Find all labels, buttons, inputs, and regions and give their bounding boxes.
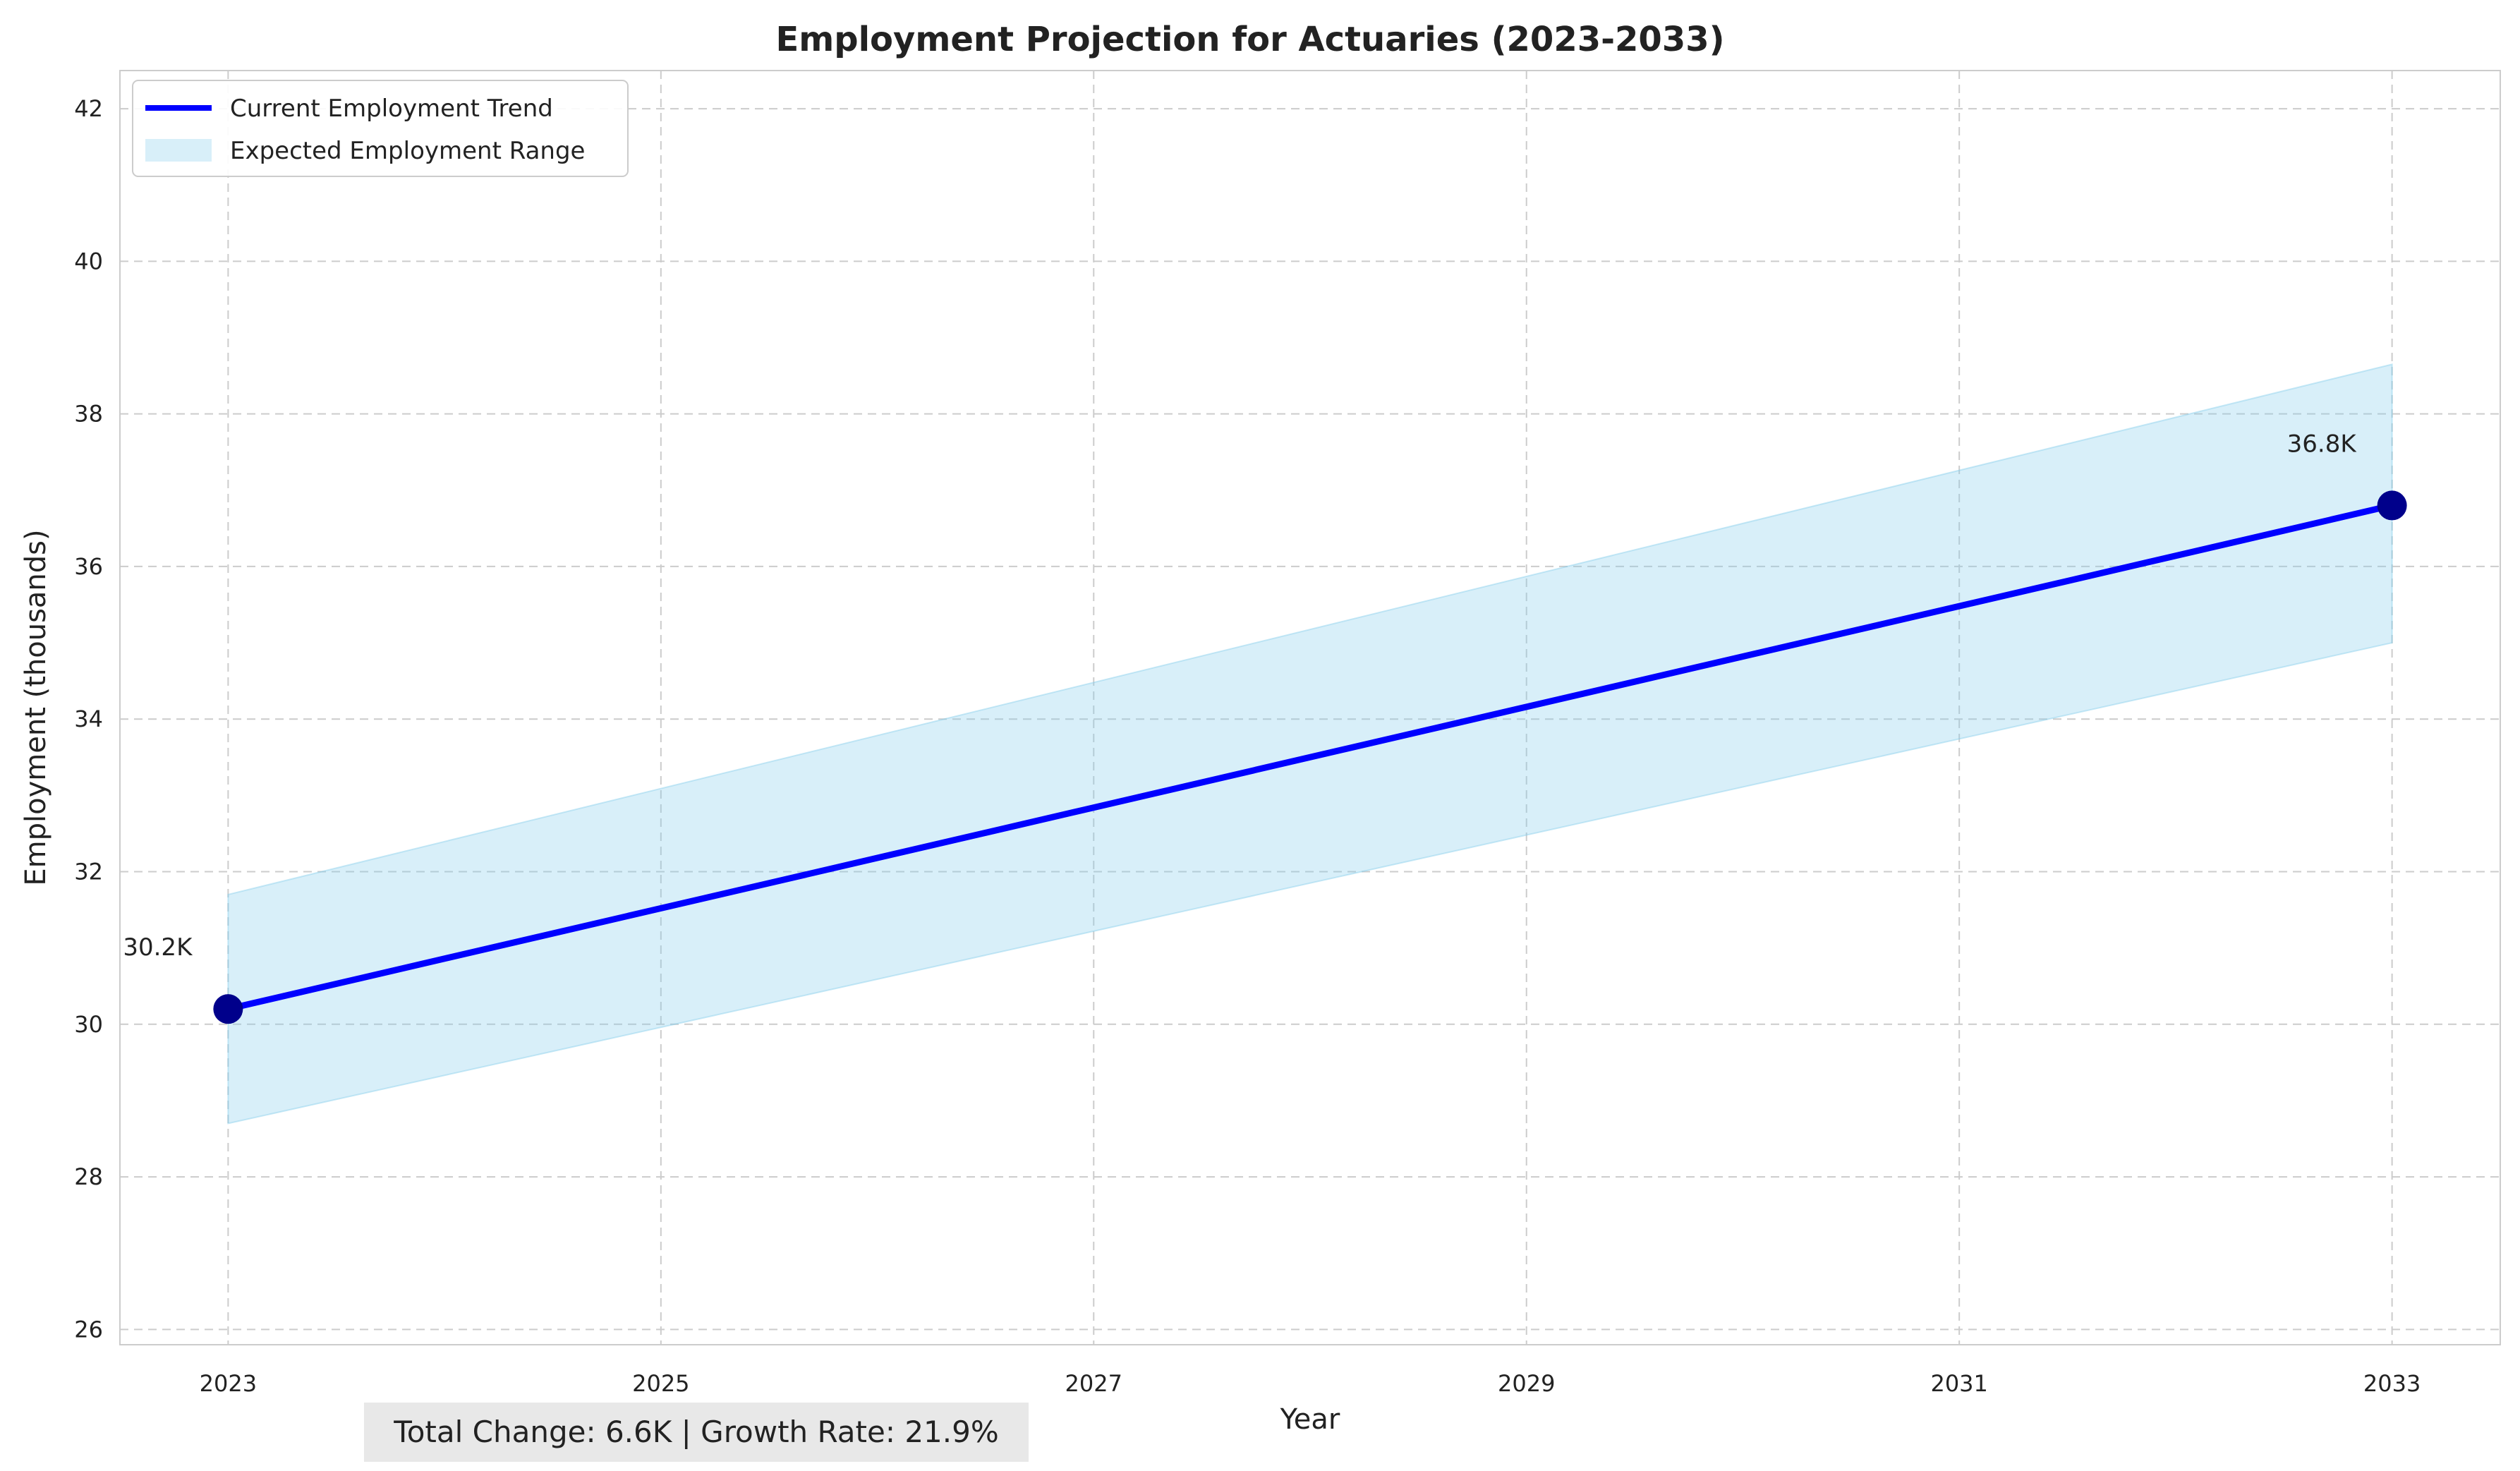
y-tick-label-40: 40 [74,248,103,274]
legend: Current Employment Trend Expected Employ… [132,80,629,177]
marker-2033 [2377,490,2407,521]
y-tick-label-38: 38 [74,401,103,428]
legend-entry-range: Expected Employment Range [230,137,585,165]
current-trend-line [224,502,2396,1012]
x-tick-label-2027: 2027 [1065,1370,1122,1397]
trend-line-layer [224,502,2396,1012]
x-axis-label: Year [1280,1403,1340,1436]
y-tick-label-30: 30 [74,1011,103,1038]
y-tick-label-42: 42 [74,95,103,122]
y-axis-label: Employment (thousands) [20,529,52,885]
expected-range-band [227,363,2393,1125]
y-tick-label-28: 28 [74,1163,103,1190]
y-tick-labels: 26 28 30 32 34 36 38 40 42 [74,95,103,1343]
marker-2023 [213,994,243,1024]
x-tick-label-2025: 2025 [632,1370,689,1397]
point-label-2023: 30.2K [123,933,193,962]
footer-summary-text: Total Change: 6.6K | Growth Rate: 21.9% [393,1415,999,1449]
x-tick-label-2023: 2023 [200,1370,257,1397]
point-label-2033: 36.8K [2287,430,2358,458]
y-tick-label-34: 34 [74,706,103,732]
x-grid-lines [227,71,2393,1345]
legend-box [132,80,629,177]
y-tick-label-26: 26 [74,1316,103,1343]
annotation-layer: 30.2K 36.8K [123,430,2357,962]
y-tick-label-32: 32 [74,859,103,885]
x-tick-label-2031: 2031 [1930,1370,1987,1397]
y-tick-label-36: 36 [74,553,103,580]
footer-box [364,1403,1029,1462]
x-tick-label-2033: 2033 [2363,1370,2421,1397]
marker-layer [213,490,2407,1024]
legend-band-swatch [145,139,212,162]
x-tick-labels: 2023 2025 2027 2029 2031 2033 [200,1370,2421,1397]
plot-area [119,70,2501,1345]
footer-summary: Total Change: 6.6K | Growth Rate: 21.9% [364,1403,1029,1462]
x-tick-label-2029: 2029 [1498,1370,1555,1397]
legend-entry-trend: Current Employment Trend [230,95,553,123]
chart-title: Employment Projection for Actuaries (202… [775,20,1724,59]
range-band-layer [227,363,2393,1125]
